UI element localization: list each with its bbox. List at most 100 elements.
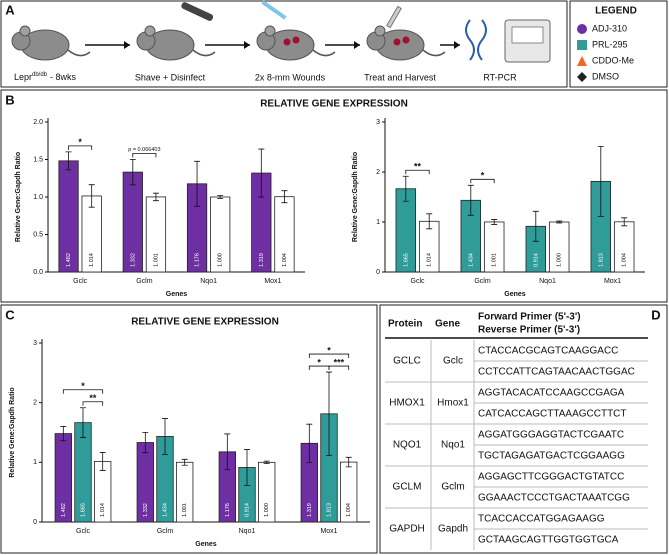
mouse-ear (19, 25, 31, 37)
value-label: 1.014 (427, 253, 433, 267)
value-label: 0.914 (244, 503, 250, 517)
reverse-primer: GGAAACTCCCTGACTAAATCGG (478, 493, 630, 504)
error-bar (194, 160, 201, 207)
y-tick-label: 1 (33, 459, 37, 466)
error-bar (80, 407, 86, 438)
significance-bracket (82, 401, 104, 406)
significance-label: ** (89, 393, 97, 403)
legend-title: LEGEND (595, 6, 637, 17)
y-tick-label: 0 (376, 269, 380, 276)
error-bar (532, 210, 539, 242)
y-tick-label: 3 (376, 119, 380, 126)
value-label: 1.004 (282, 253, 288, 267)
error-bar (99, 452, 106, 471)
value-label: 1.000 (557, 253, 563, 267)
significance-bracket (68, 145, 93, 150)
value-label: 1.176 (195, 253, 201, 267)
legend-swatch (577, 24, 587, 34)
error-bar (263, 460, 270, 464)
value-label: 1.001 (492, 253, 498, 267)
step-label: 2x 8-mm Wounds (255, 72, 326, 82)
y-tick-label: 1.5 (33, 156, 43, 163)
legend-label: PRL-295 (592, 39, 628, 49)
value-label: 0.914 (533, 253, 539, 267)
protein-cell: GCLM (393, 482, 422, 493)
y-tick-label: 2.0 (33, 119, 43, 126)
pipette (261, 0, 287, 20)
value-label: 1.004 (622, 253, 628, 267)
chart-title: RELATIVE GENE EXPRESSION (260, 99, 408, 110)
error-bar (142, 431, 149, 454)
mouse-tail (67, 49, 91, 57)
value-label: 1.000 (264, 503, 270, 517)
panel-c-frame (0, 304, 378, 554)
significance-label: * (327, 345, 331, 355)
panel-label: A (5, 2, 15, 17)
x-axis-label: Genes (504, 291, 526, 298)
x-tick-label: Gclm (474, 278, 491, 285)
y-tick-label: 1 (376, 219, 380, 226)
x-tick-label: Gclc (411, 278, 426, 285)
significance-label: * (481, 171, 485, 181)
table-header: Protein (388, 319, 422, 330)
arrow-head (354, 41, 360, 49)
significance-label: * (317, 357, 321, 367)
x-tick-label: Gclc (73, 278, 88, 285)
error-bar (129, 158, 136, 186)
legend-label: DMSO (592, 71, 619, 81)
x-tick-label: Gclc (76, 528, 91, 535)
label-bg (2, 2, 18, 18)
significance-bracket (328, 365, 350, 371)
table-header: Reverse Primer (5'-3') (478, 325, 580, 336)
panel-b-frame (0, 89, 668, 303)
legend-label: CDDO-Me (592, 55, 634, 65)
error-bar (60, 426, 67, 442)
gene-cell: Nqo1 (441, 440, 465, 451)
value-label: 1.000 (218, 253, 224, 267)
value-label: 1.001 (153, 253, 159, 267)
significance-bracket (405, 169, 430, 175)
value-label: 1.014 (100, 503, 106, 517)
mouse-tail (422, 49, 446, 57)
error-bar (621, 217, 628, 227)
value-label: 1.319 (307, 503, 313, 517)
wound (292, 36, 300, 44)
legend-swatch (577, 40, 587, 50)
error-bar (152, 192, 159, 202)
panel-label: D (651, 307, 660, 322)
pcr-screen (511, 26, 544, 44)
gene-cell: Gclm (441, 482, 464, 493)
table-header: Gene (435, 319, 460, 330)
chart-title: RELATIVE GENE EXPRESSION (131, 317, 279, 328)
step-label: RT-PCR (483, 72, 517, 82)
x-tick-label: Gclm (157, 528, 174, 535)
significance-bracket (62, 389, 104, 394)
error-bar (326, 371, 332, 456)
forward-primer: CTACCACGCAGTCAAGGACC (478, 346, 618, 357)
error-bar (597, 145, 604, 217)
error-bar (244, 449, 250, 486)
significance-label: * (78, 137, 82, 147)
error-bar (281, 190, 288, 204)
step-label: Treat and Harvest (364, 72, 436, 82)
protein-cell: HMOX1 (389, 398, 425, 409)
forward-primer: AGGAGCTTCGGGACTGTATCC (478, 472, 624, 483)
y-axis-label: Relative Gene:Gapdh Ratio (352, 152, 359, 242)
value-label: 1.482 (66, 253, 72, 267)
arrow-head (124, 41, 130, 49)
wound (402, 36, 410, 44)
error-bar (162, 418, 168, 455)
table-header: Forward Primer (5'-3') (478, 312, 581, 323)
protein-cell: GCLC (393, 356, 421, 367)
protein-cell: NQO1 (393, 440, 422, 451)
value-label: 1.332 (130, 253, 136, 267)
legend-frame (569, 0, 668, 88)
gene-cell: Gclc (443, 356, 463, 367)
value-label: 1.001 (182, 503, 188, 517)
value-label: 1.434 (162, 503, 168, 517)
error-bar (224, 433, 231, 471)
step-suffix: - 8wks (50, 72, 77, 82)
y-axis-label: Relative Gene:Gapdh Ratio (9, 387, 16, 477)
significance-bracket (308, 353, 350, 359)
